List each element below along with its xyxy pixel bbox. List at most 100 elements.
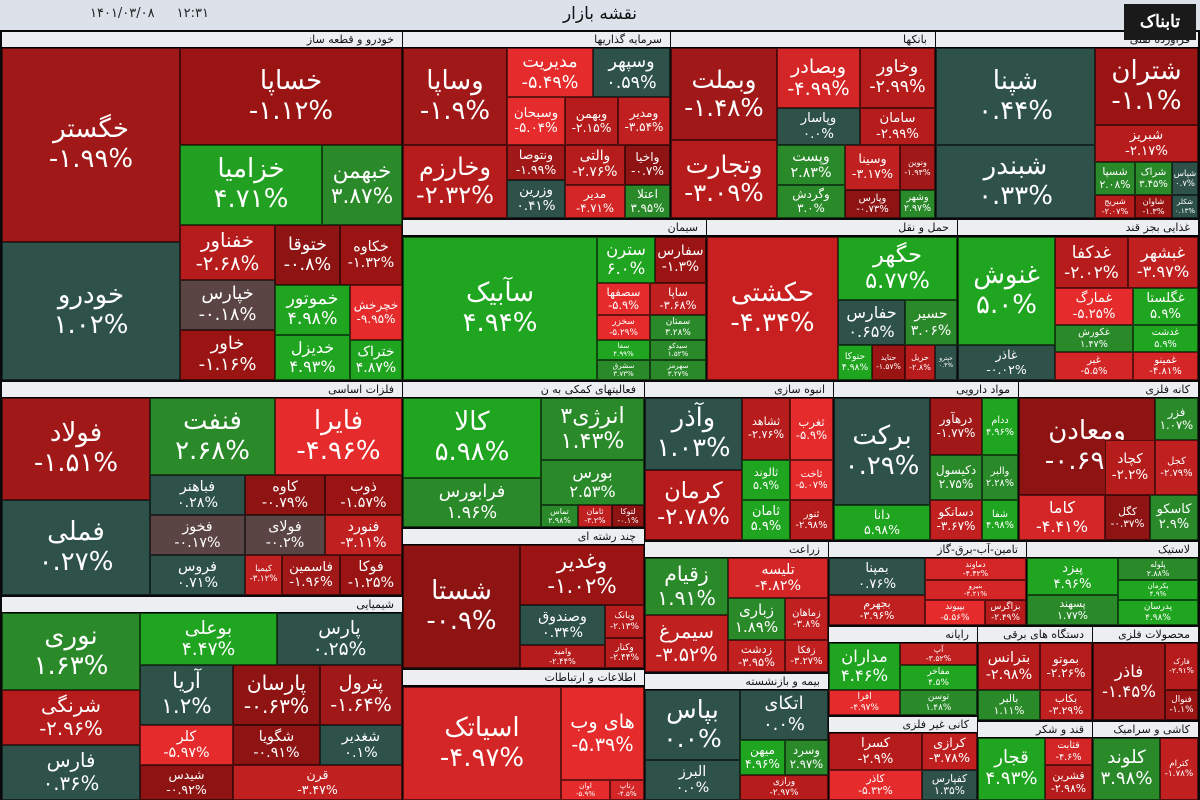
stock-name: شگویا (258, 728, 295, 745)
stock-change: ۲.۹۸% (548, 516, 571, 525)
stock-change: -۱.۲۵% (347, 575, 395, 591)
stock-change: -۲.۴۹% (991, 612, 1020, 623)
stock-change: -۴.۲۱% (963, 589, 988, 598)
stock-tile: اوان -۵.۹% (561, 780, 610, 800)
stock-name: سیمرغ (658, 620, 715, 644)
stock-tile: کلوند ۳.۹۸% (1093, 738, 1160, 800)
stock-tile: پدرسان ۴.۹۸% (1118, 600, 1198, 625)
stock-change: ۵.۷۷% (865, 267, 930, 294)
stock-name: کیمیا (255, 564, 272, 575)
stock-change: ۴.۹۸% (841, 361, 869, 373)
stock-name: تماس (550, 506, 569, 516)
stock-name: خگستر (53, 114, 129, 145)
stock-name: غبر (1087, 354, 1101, 366)
stock-name: بنیرو (968, 580, 983, 590)
stock-tile: ثاخت -۵.۰۷% (790, 460, 833, 500)
stock-change: -۰.۰۲% (986, 361, 1027, 377)
stock-tile: ختوقا -۰.۸% (275, 225, 340, 285)
stock-tile: کاذر -۵.۳۲% (829, 770, 922, 800)
stock-tile: مفاخر ۴.۵% (900, 665, 977, 690)
stock-tile: کاوه -۰.۷۹% (245, 475, 325, 515)
stock-name: شستا (431, 575, 492, 606)
stock-name: دسانکو (938, 505, 974, 520)
stock-change: -۱.۵۷% (340, 495, 387, 511)
stock-change: ۴.۴۷% (181, 639, 236, 660)
stock-change: ۵.۹% (750, 519, 782, 534)
stock-name: ثنور (803, 508, 820, 520)
stock-tile: وتجارت -۳.۰۹% (671, 140, 777, 218)
stock-tile: زماهان -۳.۸% (785, 598, 828, 640)
stock-tile: بپاس ۰.۰% (645, 690, 740, 760)
stock-tile: وپارس -۰.۷۳% (845, 190, 900, 218)
stock-change: ۳.۸۷% (330, 184, 394, 209)
stock-name: سآبیک (465, 277, 535, 308)
stock-change: -۲.۱۵% (571, 121, 612, 135)
stock-tile: بمپنا ۰.۷۶% (829, 558, 925, 595)
stock-name: ثامان (586, 506, 604, 516)
stock-change: -۴.۴۲% (962, 569, 989, 578)
stock-tile: خفناور -۲.۶۸% (180, 225, 275, 280)
stock-name: وزرین (519, 182, 553, 199)
stock-tile: فباهنر ۰.۲۸% (150, 475, 245, 515)
stock-change: -۳.۹۵% (738, 655, 775, 669)
stock-change: -۱.۳۲% (347, 255, 395, 271)
stock-change: ۱.۶۳% (33, 650, 109, 681)
stock-name: اوان (579, 780, 592, 790)
stock-tile: بوعلی ۴.۴۷% (140, 613, 277, 665)
stock-name: وخاور (876, 57, 919, 78)
stock-tile: دکیسول ۲.۷۵% (930, 455, 982, 500)
stock-name: سشرق (612, 360, 635, 370)
stock-name: پترول (338, 672, 384, 695)
stock-tile: پلوله ۲.۸۸% (1118, 558, 1198, 580)
stock-name: شپنا (992, 65, 1039, 96)
stock-name: فزر (1167, 404, 1186, 419)
stock-tile: شپنا ۰.۴۴% (936, 48, 1095, 145)
stock-name: ختوقا (288, 234, 327, 255)
stock-tile: کترام -۱.۷۸% (1160, 738, 1198, 800)
stock-change: ۱.۲% (161, 694, 212, 719)
stock-name: اعتلا (637, 186, 658, 201)
stock-change: ۰.۰% (803, 126, 834, 142)
stock-change: ۲.۹۷% (903, 203, 932, 214)
stock-name: سخزر (612, 317, 635, 328)
stock-name: وپارس (858, 192, 887, 204)
stock-name: اسیاتک (444, 712, 520, 743)
sector-title: شیمیایی (2, 597, 402, 612)
stock-change: -۵.۲۵% (1072, 306, 1116, 322)
stock-name: حریل (911, 352, 929, 363)
stock-change: ۱.۱۱% (993, 704, 1025, 717)
stock-tile: بپیوند -۵.۵۶% (925, 600, 985, 625)
sector-title: لاستیک (1027, 542, 1198, 557)
stock-name: شبندر (983, 150, 1048, 181)
stock-change: ۰.۷۱% (176, 575, 219, 591)
stock-name: مفاخر (927, 667, 950, 678)
stock-name: پلوله (1150, 559, 1166, 569)
stock-change: -۱.۹% (419, 95, 491, 126)
stock-name: وشهر (906, 192, 929, 204)
stock-name: غدشت (1151, 327, 1180, 339)
stock-tile: کلر -۵.۹۷% (140, 725, 233, 765)
stock-change: -۲.۹۱% (1169, 665, 1194, 675)
stock-tile: شفا ۴.۹۸% (982, 500, 1018, 540)
stock-tile: قثابت -۴.۶% (1045, 738, 1092, 765)
stock-name: افرا (857, 692, 872, 703)
stock-tile: غمارگ -۵.۲۵% (1055, 288, 1133, 325)
stock-name: بکاب (1054, 691, 1078, 705)
stock-change: -۳.۲% (584, 516, 606, 525)
stock-change: -۱.۶۴% (330, 694, 392, 716)
stock-change: -۲.۹۹% (876, 126, 919, 142)
stock-tile: بجهرم -۳.۹۶% (829, 595, 925, 625)
stock-tile: وامید -۲.۴۴% (520, 645, 605, 668)
stock-change: -۰.۱۸% (198, 304, 257, 325)
stock-tile: شپاس ۰.۷% (1172, 162, 1198, 195)
stock-tile: فملی ۰.۲۷% (2, 500, 150, 595)
stock-change: -۲.۷۶% (572, 164, 618, 180)
stock-name: غنوش (973, 260, 1040, 291)
stock-tile: انرژی۳ ۱.۴۳% (541, 398, 644, 460)
stock-tile: شسپا ۲.۰۸% (1095, 162, 1135, 195)
stock-change: ۴.۹% (1149, 589, 1167, 598)
stock-name: خساپا (259, 65, 323, 96)
stock-change: ۳.۰۶% (910, 322, 952, 339)
stock-tile: کجل -۲.۷۹% (1155, 440, 1198, 495)
stock-tile: توسن ۱.۴۸% (900, 690, 977, 715)
